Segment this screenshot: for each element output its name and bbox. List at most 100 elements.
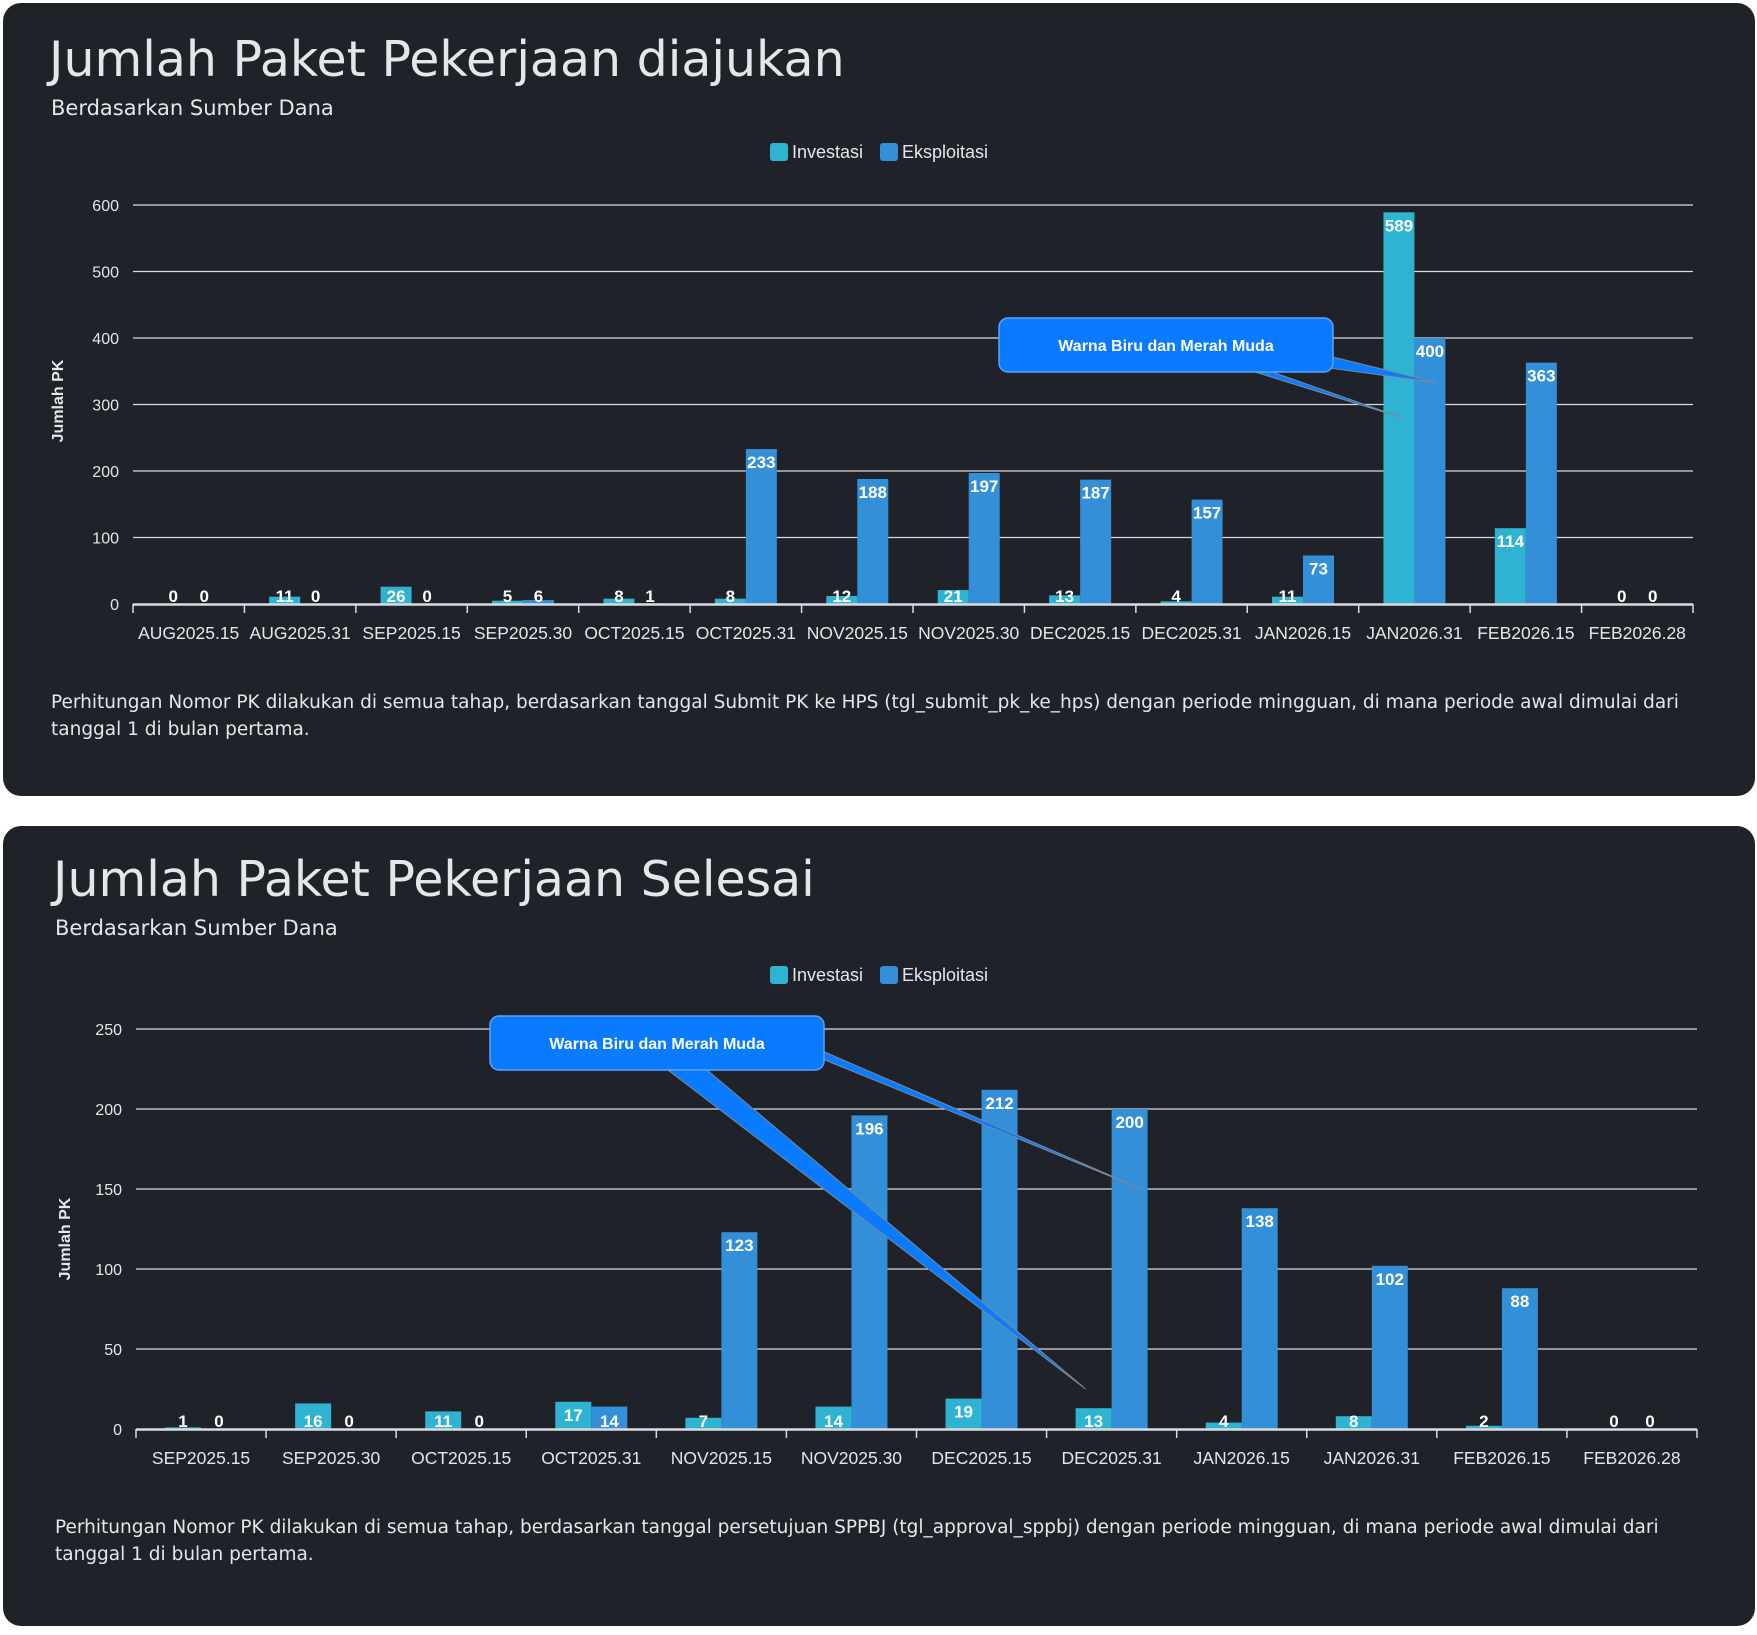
legend-item-eksploitasi[interactable]: Eksploitasi xyxy=(880,965,988,986)
data-label: 188 xyxy=(859,483,887,502)
bar-eksploitasi-jan2026.31 xyxy=(1414,338,1446,604)
legend-item-investasi[interactable]: Investasi xyxy=(769,965,863,986)
y-tick-label: 50 xyxy=(104,1342,122,1359)
bar-investasi-oct2025.15 xyxy=(425,1411,462,1429)
bar-investasi-oct2025.15 xyxy=(603,598,635,604)
y-tick-label: 100 xyxy=(95,1262,122,1279)
data-label: 14 xyxy=(600,1412,619,1431)
data-label: 589 xyxy=(1385,216,1413,235)
x-tick-label: FEB2026.15 xyxy=(1477,623,1574,643)
data-label: 8 xyxy=(726,587,735,606)
data-label: 21 xyxy=(944,587,963,606)
bar-eksploitasi-feb2026.15 xyxy=(1525,362,1557,604)
bar-eksploitasi-jan2026.15 xyxy=(1303,555,1334,604)
x-tick-label: NOV2025.15 xyxy=(807,623,908,643)
x-tick-label: NOV2025.15 xyxy=(671,1448,772,1468)
chart-card-completed: Jumlah Paket Pekerjaan Selesai Berdasark… xyxy=(3,826,1755,1626)
data-label: 73 xyxy=(1309,559,1328,578)
data-label: 26 xyxy=(387,587,406,606)
chart-description: Perhitungan Nomor PK dilakukan di semua … xyxy=(55,1517,1659,1565)
bar-eksploitasi-nov2025.15 xyxy=(721,1232,758,1429)
data-label: 13 xyxy=(1084,1412,1103,1431)
x-tick-label: OCT2025.15 xyxy=(411,1448,511,1468)
x-tick-label: SEP2025.15 xyxy=(362,623,460,643)
callout-box xyxy=(998,317,1334,373)
y-tick-label: 250 xyxy=(95,1022,122,1039)
x-tick-label: AUG2025.15 xyxy=(138,623,239,643)
data-label: 0 xyxy=(1648,587,1657,606)
data-label: 16 xyxy=(304,1412,323,1431)
x-tick-label: DEC2025.15 xyxy=(1030,623,1130,643)
chart-subtitle: Berdasarkan Sumber Dana xyxy=(55,916,338,940)
legend-label: Eksploitasi xyxy=(902,965,989,985)
x-tick-label: JAN2026.15 xyxy=(1194,1448,1290,1468)
bar-investasi-sep2025.30 xyxy=(295,1403,332,1429)
bar-investasi-nov2025.30 xyxy=(937,590,969,604)
data-label: 102 xyxy=(1376,1270,1404,1289)
data-label: 12 xyxy=(832,587,851,606)
data-label: 363 xyxy=(1527,367,1555,386)
x-tick-label: OCT2025.31 xyxy=(541,1448,641,1468)
data-label: 4 xyxy=(1171,587,1181,606)
data-label: 7 xyxy=(699,1412,708,1431)
legend-item-investasi[interactable]: Investasi xyxy=(769,142,863,163)
y-tick-label: 200 xyxy=(92,464,119,481)
x-tick-label: SEP2025.15 xyxy=(152,1448,250,1468)
data-label: 0 xyxy=(214,1412,223,1431)
bar-eksploitasi-nov2025.15 xyxy=(857,478,889,604)
bar-eksploitasi-dec2025.15 xyxy=(981,1089,1018,1429)
bar-investasi-feb2026.15 xyxy=(1465,1425,1502,1429)
legend-swatch-investasi xyxy=(769,966,788,984)
x-tick-label: DEC2025.15 xyxy=(931,1448,1031,1468)
x-tick-label: OCT2025.31 xyxy=(696,623,796,643)
data-label: 1 xyxy=(178,1412,187,1431)
data-label: 0 xyxy=(1617,587,1626,606)
bar-eksploitasi-sep2025.30 xyxy=(523,600,554,604)
bar-investasi-sep2025.15 xyxy=(380,586,412,604)
x-tick-label: DEC2025.31 xyxy=(1141,623,1241,643)
bar-investasi-oct2025.31 xyxy=(555,1401,592,1429)
x-tick-label: SEP2025.30 xyxy=(474,623,573,643)
y-tick-label: 200 xyxy=(95,1102,122,1119)
bar-investasi-aug2025.31 xyxy=(269,596,301,604)
callout-box xyxy=(489,1015,825,1071)
legend-label: Investasi xyxy=(791,142,863,162)
data-label: 196 xyxy=(855,1119,883,1138)
x-tick-label: NOV2025.30 xyxy=(918,623,1019,643)
chart-legend: Investasi Eksploitasi xyxy=(3,965,1755,986)
data-label: 157 xyxy=(1193,504,1221,523)
x-tick-label: JAN2026.15 xyxy=(1255,623,1351,643)
y-tick-label: 150 xyxy=(95,1182,122,1199)
x-tick-label: FEB2026.28 xyxy=(1583,1448,1680,1468)
data-label: 17 xyxy=(564,1406,583,1425)
bar-eksploitasi-oct2025.31 xyxy=(745,449,777,604)
data-label: 13 xyxy=(1055,587,1074,606)
bar-eksploitasi-dec2025.31 xyxy=(1111,1109,1148,1429)
x-tick-label: AUG2025.31 xyxy=(250,623,351,643)
legend-item-eksploitasi[interactable]: Eksploitasi xyxy=(880,142,988,163)
chart-title: Jumlah Paket Pekerjaan Selesai xyxy=(53,851,815,908)
data-label: 19 xyxy=(954,1403,973,1422)
y-tick-label: 500 xyxy=(92,265,119,282)
bar-eksploitasi-dec2025.15 xyxy=(1080,479,1112,604)
bar-investasi-feb2026.15 xyxy=(1494,528,1526,604)
callout-text: Warna Biru dan Merah Muda xyxy=(1058,338,1274,355)
bar-investasi-dec2025.31 xyxy=(1160,601,1192,604)
bar-eksploitasi-oct2025.31 xyxy=(591,1406,628,1429)
data-label: 0 xyxy=(168,587,177,606)
data-label: 88 xyxy=(1510,1292,1529,1311)
x-tick-label: NOV2025.30 xyxy=(801,1448,902,1468)
x-tick-label: JAN2026.31 xyxy=(1324,1448,1420,1468)
bar-eksploitasi-jan2026.31 xyxy=(1371,1265,1408,1429)
data-label: 14 xyxy=(824,1412,843,1431)
data-label: 0 xyxy=(344,1412,353,1431)
bar-eksploitasi-jan2026.15 xyxy=(1241,1208,1278,1429)
data-label: 2 xyxy=(1479,1412,1488,1431)
x-tick-label: FEB2026.15 xyxy=(1453,1448,1550,1468)
chart-card-submitted: Jumlah Paket Pekerjaan diajukan Berdasar… xyxy=(3,3,1755,796)
x-tick-label: JAN2026.31 xyxy=(1366,623,1462,643)
legend-swatch-investasi xyxy=(769,143,788,161)
bar-eksploitasi-dec2025.31 xyxy=(1191,499,1223,604)
